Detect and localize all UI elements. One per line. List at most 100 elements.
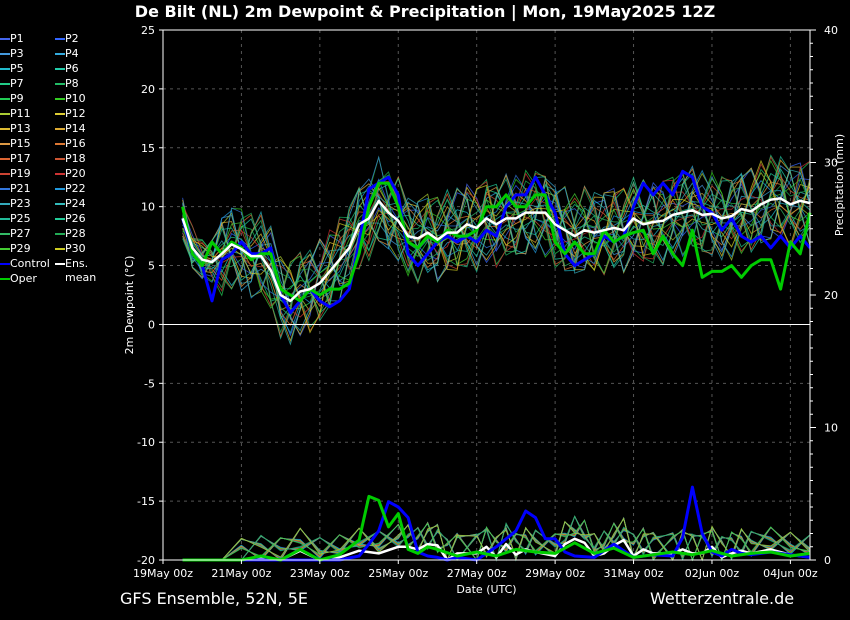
legend-swatch <box>55 248 65 250</box>
legend-swatch <box>55 233 65 235</box>
member-line-p11 <box>182 171 811 313</box>
legend-label: P28 <box>65 227 86 240</box>
x-tick-label: 04Jun 00z <box>763 567 818 580</box>
x-tick-label: 31May 00z <box>604 567 664 580</box>
legend-swatch <box>55 188 65 190</box>
legend-swatch <box>55 68 65 70</box>
legend-label: P12 <box>65 107 86 120</box>
legend-label: P1 <box>10 32 24 45</box>
legend-label: P9 <box>10 92 24 105</box>
legend-label: P3 <box>10 47 24 60</box>
legend-swatch <box>0 143 10 145</box>
legend-label: P16 <box>65 137 86 150</box>
legend-swatch <box>0 263 10 265</box>
legend-swatch <box>0 233 10 235</box>
y-tick-label: -5 <box>144 377 155 390</box>
legend-label: P5 <box>10 62 24 75</box>
legend-label: P22 <box>65 182 86 195</box>
chart-title: De Bilt (NL) 2m Dewpoint & Precipitation… <box>134 2 716 21</box>
legend-swatch <box>55 143 65 145</box>
legend-label: P11 <box>10 107 31 120</box>
oper-dewpoint-line <box>181 181 812 303</box>
legend-swatch <box>55 98 65 100</box>
y2-tick-label: 0 <box>824 554 831 567</box>
legend-swatch <box>55 83 65 85</box>
source-credit: Wetterzentrale.de <box>650 589 795 608</box>
legend-swatch <box>0 248 10 250</box>
legend-label: P27 <box>10 227 31 240</box>
x-tick-label: 21May 00z <box>211 567 271 580</box>
legend-label: Oper <box>10 272 37 285</box>
legend-swatch <box>55 53 65 55</box>
legend-swatch <box>0 113 10 115</box>
legend-swatch <box>0 68 10 70</box>
legend-swatch <box>0 128 10 130</box>
legend-swatch <box>0 83 10 85</box>
y-tick-label: 20 <box>141 83 155 96</box>
x-tick-label: 23May 00z <box>290 567 350 580</box>
member-line-p21 <box>182 155 811 299</box>
legend-label: P30 <box>65 242 86 255</box>
legend-swatch <box>55 128 65 130</box>
y-tick-label: 25 <box>141 24 155 37</box>
legend-swatch <box>55 113 65 115</box>
x-tick-label: 27May 00z <box>447 567 507 580</box>
legend-label: P29 <box>10 242 31 255</box>
member-line-p7 <box>182 154 811 322</box>
legend-swatch <box>0 188 10 190</box>
legend-label: P24 <box>65 197 86 210</box>
legend-label: P21 <box>10 182 31 195</box>
legend-swatch <box>55 203 65 205</box>
legend-label: P2 <box>65 32 79 45</box>
legend-label: P14 <box>65 122 86 135</box>
legend-label: P19 <box>10 167 31 180</box>
member-line-p13 <box>182 166 811 343</box>
legend-label: P25 <box>10 212 31 225</box>
y2-tick-label: 10 <box>824 422 838 435</box>
legend-label: Control <box>10 257 50 270</box>
y2-tick-label: 30 <box>824 157 838 170</box>
legend-swatch <box>0 278 10 280</box>
legend-label: P26 <box>65 212 86 225</box>
member-precip-line-p29 <box>182 519 811 562</box>
y-axis-label: 2m Dewpoint (°C) <box>123 256 136 355</box>
x-axis-label: Date (UTC) <box>456 583 516 596</box>
control-dewpoint-line <box>181 169 812 315</box>
x-tick-label: 19May 00z <box>133 567 193 580</box>
y-tick-label: -20 <box>137 554 155 567</box>
legend-label: P10 <box>65 92 86 105</box>
legend-swatch <box>55 38 65 40</box>
legend-label: P6 <box>65 62 79 75</box>
y-tick-label: -10 <box>137 436 155 449</box>
legend-label: Ens. mean <box>65 257 97 284</box>
y2-tick-label: 20 <box>824 289 838 302</box>
legend-swatch <box>55 158 65 160</box>
y2-axis-label: Precipitation (mm) <box>833 134 846 236</box>
member-line-p2 <box>182 162 811 337</box>
legend-swatch <box>0 98 10 100</box>
legend-label: P13 <box>10 122 31 135</box>
y-tick-label: -15 <box>137 495 155 508</box>
member-precip-line-p30 <box>182 517 811 562</box>
y2-tick-label: 40 <box>824 24 838 37</box>
legend-swatch <box>55 218 65 220</box>
y-tick-label: 5 <box>148 260 155 273</box>
legend-label: P4 <box>65 47 79 60</box>
member-line-p24 <box>182 169 811 346</box>
legend-swatch <box>0 203 10 205</box>
legend-label: P18 <box>65 152 86 165</box>
legend-label: P8 <box>65 77 79 90</box>
legend-swatch <box>0 173 10 175</box>
legend-swatch <box>0 218 10 220</box>
x-tick-label: 25May 00z <box>368 567 428 580</box>
legend-swatch <box>0 158 10 160</box>
legend-swatch <box>55 173 65 175</box>
model-info: GFS Ensemble, 52N, 5E <box>120 589 308 608</box>
plot-frame <box>162 29 811 561</box>
y-tick-label: 15 <box>141 142 155 155</box>
legend-swatch <box>55 263 65 265</box>
oper-precip-line <box>182 494 811 562</box>
legend-swatch <box>0 53 10 55</box>
member-line-p25 <box>182 155 811 320</box>
